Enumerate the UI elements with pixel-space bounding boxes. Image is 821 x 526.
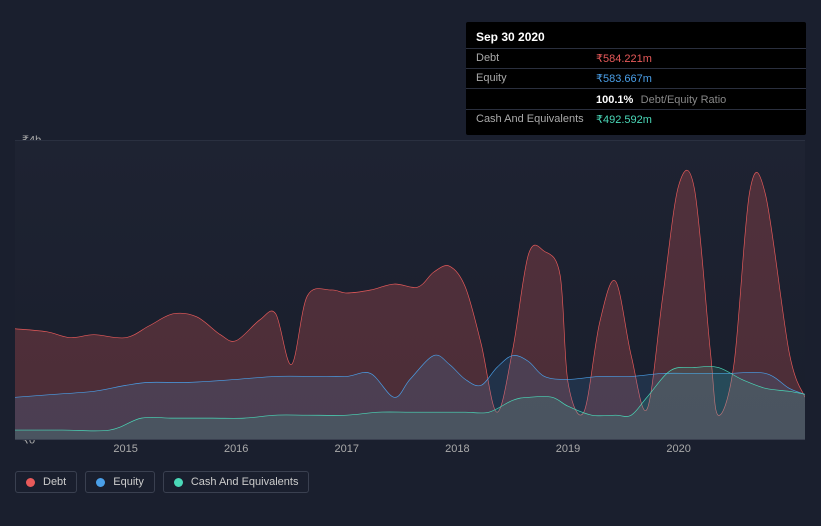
x-axis-tick: 2017 <box>335 443 359 455</box>
tooltip-row-debt: Debt ₹584.221m <box>466 48 806 68</box>
series-svg <box>15 141 805 439</box>
x-axis-tick: 2015 <box>113 443 137 455</box>
legend-label: Debt <box>43 476 66 488</box>
tooltip-label <box>476 92 596 106</box>
x-axis: 2015 2016 2017 2018 2019 2020 <box>15 443 805 463</box>
chart-plot-area[interactable] <box>15 140 805 440</box>
tooltip-date: Sep 30 2020 <box>466 28 806 48</box>
legend-item[interactable]: Debt <box>15 471 77 493</box>
legend-item[interactable]: Equity <box>85 471 155 493</box>
legend-marker <box>174 478 183 487</box>
tooltip-value: ₹583.667m <box>596 72 652 85</box>
x-axis-tick: 2020 <box>666 443 690 455</box>
tooltip-row-ratio: 100.1% Debt/Equity Ratio <box>466 88 806 109</box>
chart: ₹4b ₹0 201520162017201820192020 DebtEqui… <box>15 115 805 475</box>
tooltip-ratio: 100.1% Debt/Equity Ratio <box>596 92 726 106</box>
tooltip-value: ₹584.221m <box>596 52 652 65</box>
legend-item[interactable]: Cash And Equivalents <box>163 471 310 493</box>
tooltip-label: Equity <box>476 72 596 85</box>
tooltip-row-equity: Equity ₹583.667m <box>466 68 806 88</box>
legend-label: Equity <box>113 476 144 488</box>
x-axis-tick: 2016 <box>224 443 248 455</box>
legend-label: Cash And Equivalents <box>191 476 299 488</box>
x-axis-tick: 2019 <box>556 443 580 455</box>
x-axis-tick: 2018 <box>445 443 469 455</box>
tooltip-label: Debt <box>476 52 596 65</box>
legend-marker <box>96 478 105 487</box>
legend-marker <box>26 478 35 487</box>
legend: Debt Equity Cash And Equivalents <box>15 471 309 493</box>
